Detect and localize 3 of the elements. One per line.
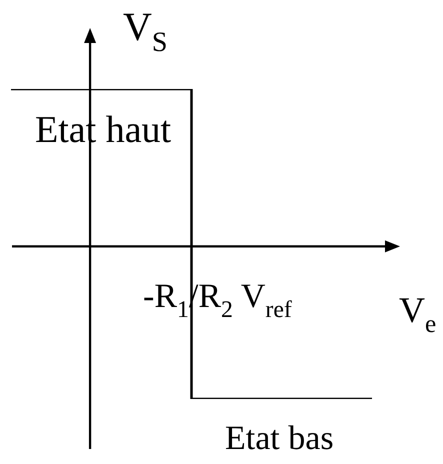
x-axis-title: V$_{e}$ xyxy=(399,290,436,338)
y-axis-title: V$_{S}$ xyxy=(123,4,168,58)
text: Etat bas xyxy=(225,420,334,457)
